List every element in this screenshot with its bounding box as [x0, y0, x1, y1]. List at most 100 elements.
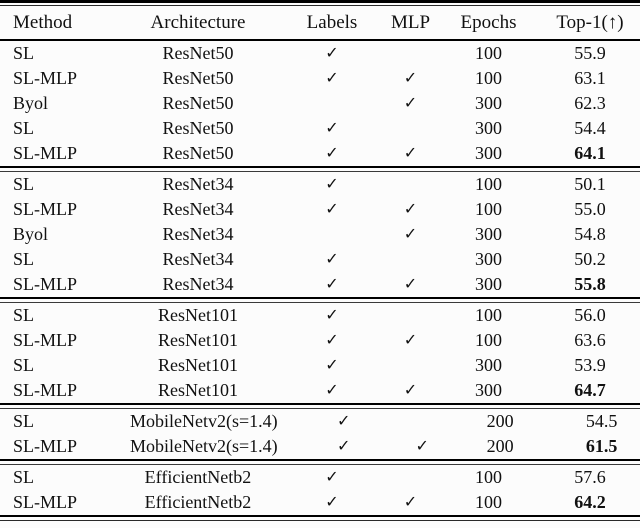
- mlp-check-icon: ✓: [403, 145, 418, 162]
- labels-check-icon: ✓: [325, 70, 339, 87]
- table-row: SL ResNet101 ✓ 100 56.0: [0, 303, 640, 328]
- cell-architecture: ResNet101: [158, 355, 238, 375]
- cell-architecture: ResNet50: [162, 93, 234, 113]
- cell-architecture: MobileNetv2(s=1.4): [130, 411, 278, 431]
- cell-top1: 62.3: [574, 93, 606, 113]
- labels-check-icon: ✓: [325, 382, 339, 399]
- table-bottom-rule: [0, 515, 640, 521]
- cell-method: SL: [13, 411, 35, 431]
- labels-check-icon: ✓: [325, 201, 339, 218]
- table-row: SL ResNet34 ✓ 300 50.2: [0, 247, 640, 272]
- cell-architecture: ResNet50: [162, 43, 234, 63]
- cell-architecture: ResNet34: [162, 174, 234, 194]
- labels-check-icon: ✓: [325, 276, 339, 293]
- cell-top1: 54.5: [585, 411, 618, 431]
- section-divider: [0, 403, 640, 409]
- section-divider: [0, 297, 640, 303]
- cell-method: SL-MLP: [13, 274, 78, 294]
- labels-check-icon: ✓: [325, 494, 339, 511]
- mlp-check-icon: ✓: [403, 201, 418, 218]
- section-divider: [0, 459, 640, 465]
- cell-epochs: 200: [486, 436, 514, 456]
- cell-top1: 56.0: [574, 305, 606, 325]
- cell-epochs: 300: [475, 93, 502, 113]
- table-row: SL ResNet34 ✓ 100 50.1: [0, 172, 640, 197]
- cell-architecture: ResNet34: [162, 249, 234, 269]
- section-divider: [0, 166, 640, 172]
- cell-method: SL-MLP: [13, 380, 78, 400]
- column-header-epochs: Epochs: [460, 12, 517, 33]
- labels-check-icon: ✓: [325, 307, 339, 324]
- cell-method: SL: [13, 174, 35, 194]
- table-row: SL ResNet50 ✓ 100 55.9: [0, 41, 640, 66]
- column-header-architecture: Architecture: [150, 12, 246, 33]
- table-row: SL-MLP MobileNetv2(s=1.4) ✓ ✓ 200 61.5: [0, 434, 640, 459]
- cell-top1: 64.7: [574, 380, 606, 400]
- cell-architecture: ResNet34: [162, 274, 234, 294]
- cell-architecture: ResNet50: [162, 118, 234, 138]
- labels-check-icon: ✓: [325, 469, 339, 486]
- cell-top1: 63.6: [574, 330, 606, 350]
- mlp-check-icon: ✓: [403, 276, 418, 293]
- mlp-check-icon: ✓: [403, 382, 418, 399]
- cell-method: SL: [13, 249, 35, 269]
- cell-top1: 50.2: [574, 249, 606, 269]
- labels-check-icon: ✓: [325, 251, 339, 268]
- table-section: SL ResNet50 ✓ 100 55.9 SL-MLP ResNet50 ✓ ✓ 100 63.…: [0, 41, 640, 166]
- cell-method: SL: [13, 467, 35, 487]
- cell-top1: 63.1: [574, 68, 606, 88]
- cell-top1: 64.1: [574, 143, 606, 163]
- cell-method: SL-MLP: [13, 143, 78, 163]
- table-row: SL-MLP ResNet50 ✓ ✓ 300 64.1: [0, 141, 640, 166]
- cell-epochs: 100: [475, 174, 502, 194]
- mlp-check-icon: ✓: [403, 70, 418, 87]
- cell-top1: 53.9: [574, 355, 606, 375]
- cell-epochs: 100: [475, 305, 502, 325]
- table-row: SL-MLP ResNet34 ✓ ✓ 300 55.8: [0, 272, 640, 297]
- cell-top1: 61.5: [585, 436, 618, 456]
- cell-method: Byol: [13, 93, 49, 113]
- cell-method: SL-MLP: [13, 68, 78, 88]
- mlp-check-icon: ✓: [415, 438, 429, 455]
- cell-method: Byol: [13, 224, 49, 244]
- table-row: SL-MLP ResNet50 ✓ ✓ 100 63.1: [0, 66, 640, 91]
- cell-top1: 54.8: [574, 224, 606, 244]
- cell-top1: 64.2: [574, 492, 606, 512]
- mlp-check-icon: ✓: [403, 226, 418, 243]
- table-header-row: Method Architecture Labels MLP Epochs To…: [0, 6, 640, 39]
- table-row: Byol ResNet34 ✓ 300 54.8: [0, 222, 640, 247]
- table-row: SL ResNet50 ✓ 300 54.4: [0, 116, 640, 141]
- cell-method: SL-MLP: [13, 330, 78, 350]
- cell-architecture: ResNet50: [162, 68, 234, 88]
- table-section: SL EfficientNetb2 ✓ 100 57.6 SL-MLP EfficientN…: [0, 465, 640, 515]
- cell-method: SL: [13, 305, 35, 325]
- table-sections: SL ResNet50 ✓ 100 55.9 SL-MLP ResNet50 ✓ ✓ 100 63.…: [0, 41, 640, 515]
- table-section: SL MobileNetv2(s=1.4) ✓ 200 54.5 SL-MLP Mobile…: [0, 409, 640, 459]
- cell-method: SL-MLP: [13, 436, 78, 456]
- cell-epochs: 300: [475, 355, 502, 375]
- labels-check-icon: ✓: [325, 357, 339, 374]
- cell-architecture: ResNet34: [162, 199, 234, 219]
- table-row: Byol ResNet50 ✓ 300 62.3: [0, 91, 640, 116]
- cell-epochs: 100: [475, 199, 502, 219]
- cell-epochs: 300: [475, 249, 502, 269]
- cell-top1: 55.0: [574, 199, 606, 219]
- cell-method: SL: [13, 355, 35, 375]
- cell-method: SL-MLP: [13, 492, 78, 512]
- cell-epochs: 100: [475, 467, 502, 487]
- table-row: SL-MLP ResNet101 ✓ ✓ 300 64.7: [0, 378, 640, 403]
- labels-check-icon: ✓: [325, 145, 339, 162]
- cell-top1: 55.9: [574, 43, 606, 63]
- cell-architecture: EfficientNetb2: [144, 467, 252, 487]
- cell-epochs: 300: [475, 274, 502, 294]
- column-header-method: Method: [13, 12, 73, 33]
- cell-epochs: 100: [475, 330, 502, 350]
- cell-epochs: 300: [475, 380, 502, 400]
- column-header-top1: Top-1(↑): [556, 12, 624, 33]
- labels-check-icon: ✓: [325, 120, 339, 137]
- mlp-check-icon: ✓: [403, 332, 418, 349]
- cell-top1: 57.6: [574, 467, 606, 487]
- column-header-mlp: MLP: [390, 12, 431, 33]
- table-row: SL ResNet101 ✓ 300 53.9: [0, 353, 640, 378]
- table-row: SL-MLP EfficientNetb2 ✓ ✓ 100 64.2: [0, 490, 640, 515]
